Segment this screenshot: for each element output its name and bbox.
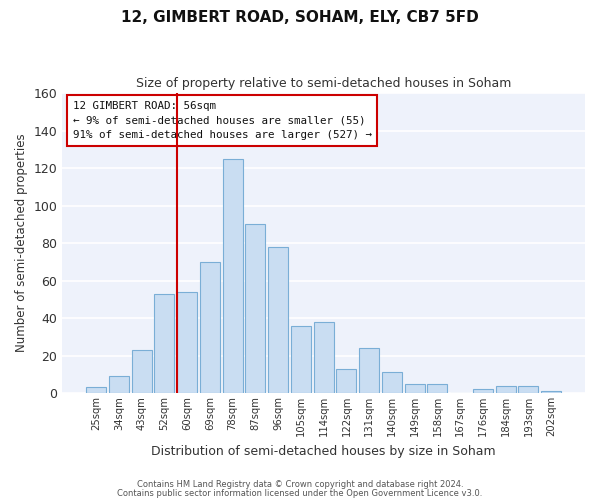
Bar xyxy=(518,386,538,393)
Title: Size of property relative to semi-detached houses in Soham: Size of property relative to semi-detach… xyxy=(136,78,511,90)
Text: Contains HM Land Registry data © Crown copyright and database right 2024.: Contains HM Land Registry data © Crown c… xyxy=(137,480,463,489)
Bar xyxy=(337,368,356,393)
Bar xyxy=(86,388,106,393)
Bar xyxy=(541,391,561,393)
Bar xyxy=(382,372,402,393)
Bar xyxy=(473,390,493,393)
Bar xyxy=(314,322,334,393)
Text: Contains public sector information licensed under the Open Government Licence v3: Contains public sector information licen… xyxy=(118,490,482,498)
Bar xyxy=(200,262,220,393)
Text: 12, GIMBERT ROAD, SOHAM, ELY, CB7 5FD: 12, GIMBERT ROAD, SOHAM, ELY, CB7 5FD xyxy=(121,10,479,25)
Bar xyxy=(245,224,265,393)
Bar xyxy=(223,158,242,393)
X-axis label: Distribution of semi-detached houses by size in Soham: Distribution of semi-detached houses by … xyxy=(151,444,496,458)
Bar xyxy=(291,326,311,393)
Y-axis label: Number of semi-detached properties: Number of semi-detached properties xyxy=(15,134,28,352)
Bar xyxy=(359,348,379,393)
Bar xyxy=(404,384,425,393)
Bar xyxy=(177,292,197,393)
Bar xyxy=(154,294,175,393)
Text: 12 GIMBERT ROAD: 56sqm
← 9% of semi-detached houses are smaller (55)
91% of semi: 12 GIMBERT ROAD: 56sqm ← 9% of semi-deta… xyxy=(73,100,372,140)
Bar xyxy=(109,376,129,393)
Bar xyxy=(496,386,516,393)
Bar xyxy=(131,350,152,393)
Bar xyxy=(268,247,288,393)
Bar xyxy=(427,384,448,393)
